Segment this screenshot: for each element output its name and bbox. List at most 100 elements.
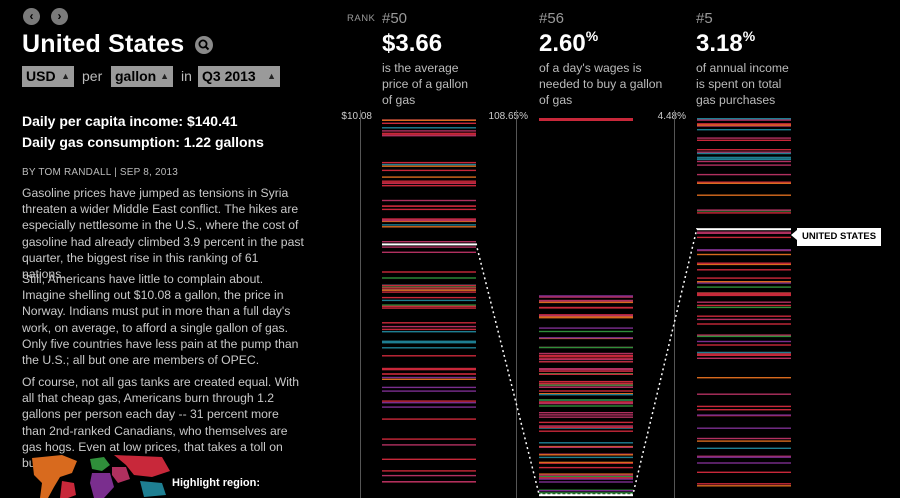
country-bar[interactable] [697, 249, 791, 251]
country-bar[interactable] [539, 412, 633, 414]
country-bar[interactable] [697, 323, 791, 325]
country-bar[interactable] [382, 378, 476, 380]
country-bar[interactable] [697, 351, 791, 354]
country-bar[interactable] [697, 409, 791, 411]
country-bar[interactable] [382, 208, 476, 211]
country-bar[interactable] [382, 331, 476, 333]
unit-select[interactable]: gallon ▲ [111, 66, 173, 87]
country-bar[interactable] [539, 393, 633, 395]
country-bar[interactable] [382, 376, 476, 379]
country-bar[interactable] [539, 430, 633, 432]
country-bar[interactable] [382, 226, 476, 228]
country-bar[interactable] [697, 294, 791, 297]
country-bar[interactable] [382, 368, 476, 371]
us-highlight-bar[interactable] [539, 494, 633, 497]
country-bar[interactable] [382, 328, 476, 331]
country-bar[interactable] [539, 390, 633, 392]
country-bar[interactable] [697, 129, 791, 131]
country-bar[interactable] [697, 393, 791, 395]
country-bar[interactable] [697, 462, 791, 464]
country-bar[interactable] [382, 481, 476, 483]
country-bar[interactable] [539, 490, 633, 492]
country-bar[interactable] [382, 299, 476, 302]
country-bar[interactable] [539, 346, 633, 349]
country-bar[interactable] [539, 414, 633, 416]
country-bar[interactable] [697, 269, 791, 271]
country-bar[interactable] [697, 281, 791, 283]
country-bar[interactable] [697, 440, 791, 442]
country-bar[interactable] [697, 253, 791, 256]
country-bar[interactable] [539, 368, 633, 370]
country-bar[interactable] [539, 477, 633, 479]
country-bar[interactable] [539, 358, 633, 361]
country-bar[interactable] [382, 135, 476, 137]
country-bar[interactable] [697, 160, 791, 163]
country-bar[interactable] [697, 293, 791, 296]
country-bar[interactable] [697, 231, 791, 233]
country-bar[interactable] [539, 352, 633, 355]
country-bar[interactable] [697, 483, 791, 485]
country-bar[interactable] [539, 399, 633, 401]
country-bar[interactable] [539, 454, 633, 456]
country-bar[interactable] [697, 357, 791, 359]
country-bar[interactable] [697, 318, 791, 321]
country-bar[interactable] [697, 455, 791, 457]
country-bar[interactable] [539, 368, 633, 371]
country-bar[interactable] [697, 377, 791, 379]
country-bar[interactable] [382, 304, 476, 306]
country-bar[interactable] [382, 296, 476, 299]
country-bar[interactable] [539, 381, 633, 383]
country-bar[interactable] [697, 124, 791, 126]
country-bar[interactable] [539, 462, 633, 464]
country-bar[interactable] [382, 219, 476, 222]
country-bar[interactable] [382, 291, 476, 293]
country-bar[interactable] [697, 344, 791, 346]
country-bar[interactable] [697, 334, 791, 336]
country-bar[interactable] [382, 287, 476, 289]
country-bar[interactable] [382, 390, 476, 392]
country-bar[interactable] [539, 475, 633, 478]
country-bar[interactable] [697, 152, 791, 155]
country-bar[interactable] [382, 163, 476, 166]
country-bar[interactable] [382, 341, 476, 343]
country-bar[interactable] [697, 125, 791, 127]
country-bar[interactable] [382, 470, 476, 472]
country-bar[interactable] [382, 402, 476, 404]
country-bar[interactable] [382, 342, 476, 344]
country-bar[interactable] [539, 361, 633, 363]
country-bar[interactable] [382, 133, 476, 135]
us-highlight-bar[interactable] [697, 228, 791, 231]
country-bar[interactable] [697, 405, 791, 408]
country-bar[interactable] [697, 212, 791, 214]
country-bar[interactable] [697, 340, 791, 343]
country-bar[interactable] [539, 373, 633, 375]
country-bar[interactable] [382, 241, 476, 243]
country-bar[interactable] [697, 236, 791, 239]
country-bar[interactable] [697, 152, 791, 154]
country-bar[interactable] [697, 137, 791, 139]
next-country-button[interactable]: › [51, 8, 68, 25]
country-bar[interactable] [539, 456, 633, 459]
country-bar[interactable] [382, 438, 476, 440]
country-bar[interactable] [382, 224, 476, 226]
country-bar[interactable] [697, 194, 791, 196]
country-bar[interactable] [382, 277, 476, 279]
country-bar[interactable] [382, 246, 476, 248]
country-bar[interactable] [382, 185, 476, 187]
country-bar[interactable] [539, 356, 633, 358]
country-bar[interactable] [382, 289, 476, 291]
country-bar[interactable] [539, 327, 633, 329]
country-bar[interactable] [382, 373, 476, 375]
country-bar[interactable] [697, 157, 791, 159]
country-bar[interactable] [382, 325, 476, 328]
country-bar[interactable] [539, 461, 633, 464]
country-bar[interactable] [539, 316, 633, 318]
country-bar[interactable] [539, 354, 633, 357]
country-bar[interactable] [697, 149, 791, 151]
country-bar[interactable] [382, 418, 476, 420]
country-bar[interactable] [382, 119, 476, 121]
country-bar[interactable] [382, 176, 476, 178]
country-bar[interactable] [382, 122, 476, 124]
country-bar[interactable] [539, 307, 633, 309]
